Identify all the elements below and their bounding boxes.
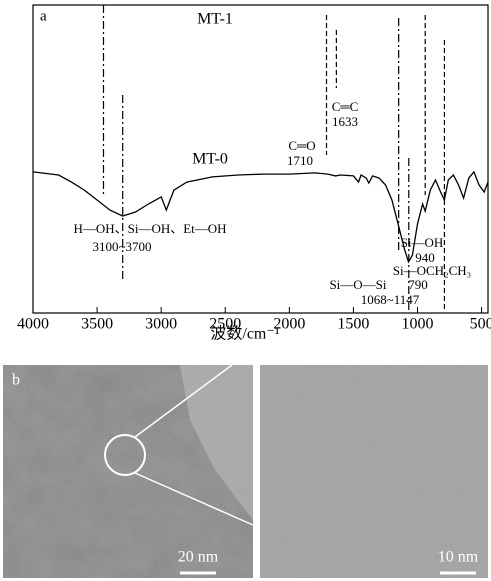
- annotation: 1068~1147: [361, 292, 420, 307]
- x-tick-label: 3000: [145, 316, 177, 333]
- annotation: C═O: [288, 138, 315, 153]
- annotation: Si—O—Si: [329, 277, 386, 292]
- series-label: MT-0: [192, 151, 228, 168]
- annotation: 3100~3700: [92, 239, 151, 254]
- annotation: H—OH、Si—OH、Et—OH: [73, 221, 226, 236]
- x-tick-label: 500: [470, 316, 491, 333]
- scale-bar-label: 10 nm: [438, 549, 479, 566]
- figure: a 波数/cm⁻¹ b 20 nm 10 nm 4000350030002500…: [0, 0, 491, 581]
- scale-bar-label: 20 nm: [178, 549, 219, 566]
- tem-left: [3, 365, 253, 578]
- x-tick-label: 1500: [337, 316, 369, 333]
- panel-label: b: [12, 372, 20, 389]
- x-tick-label: 2000: [273, 316, 305, 333]
- annotation: Si—OH: [401, 235, 444, 250]
- x-tick-label: 4000: [17, 316, 49, 333]
- annotation: C═C: [332, 99, 359, 114]
- x-tick-label: 2500: [209, 316, 241, 333]
- annotation: 790: [408, 277, 428, 292]
- panel-label: a: [40, 8, 47, 24]
- annotation: 1633: [332, 114, 358, 129]
- annotation: Si—OCH₂CH₃: [393, 263, 471, 278]
- x-tick-label: 1000: [402, 316, 434, 333]
- annotation: 1710: [287, 153, 313, 168]
- annotation: MT-1: [197, 11, 233, 28]
- x-tick-label: 3500: [81, 316, 113, 333]
- tem-right: [260, 365, 488, 578]
